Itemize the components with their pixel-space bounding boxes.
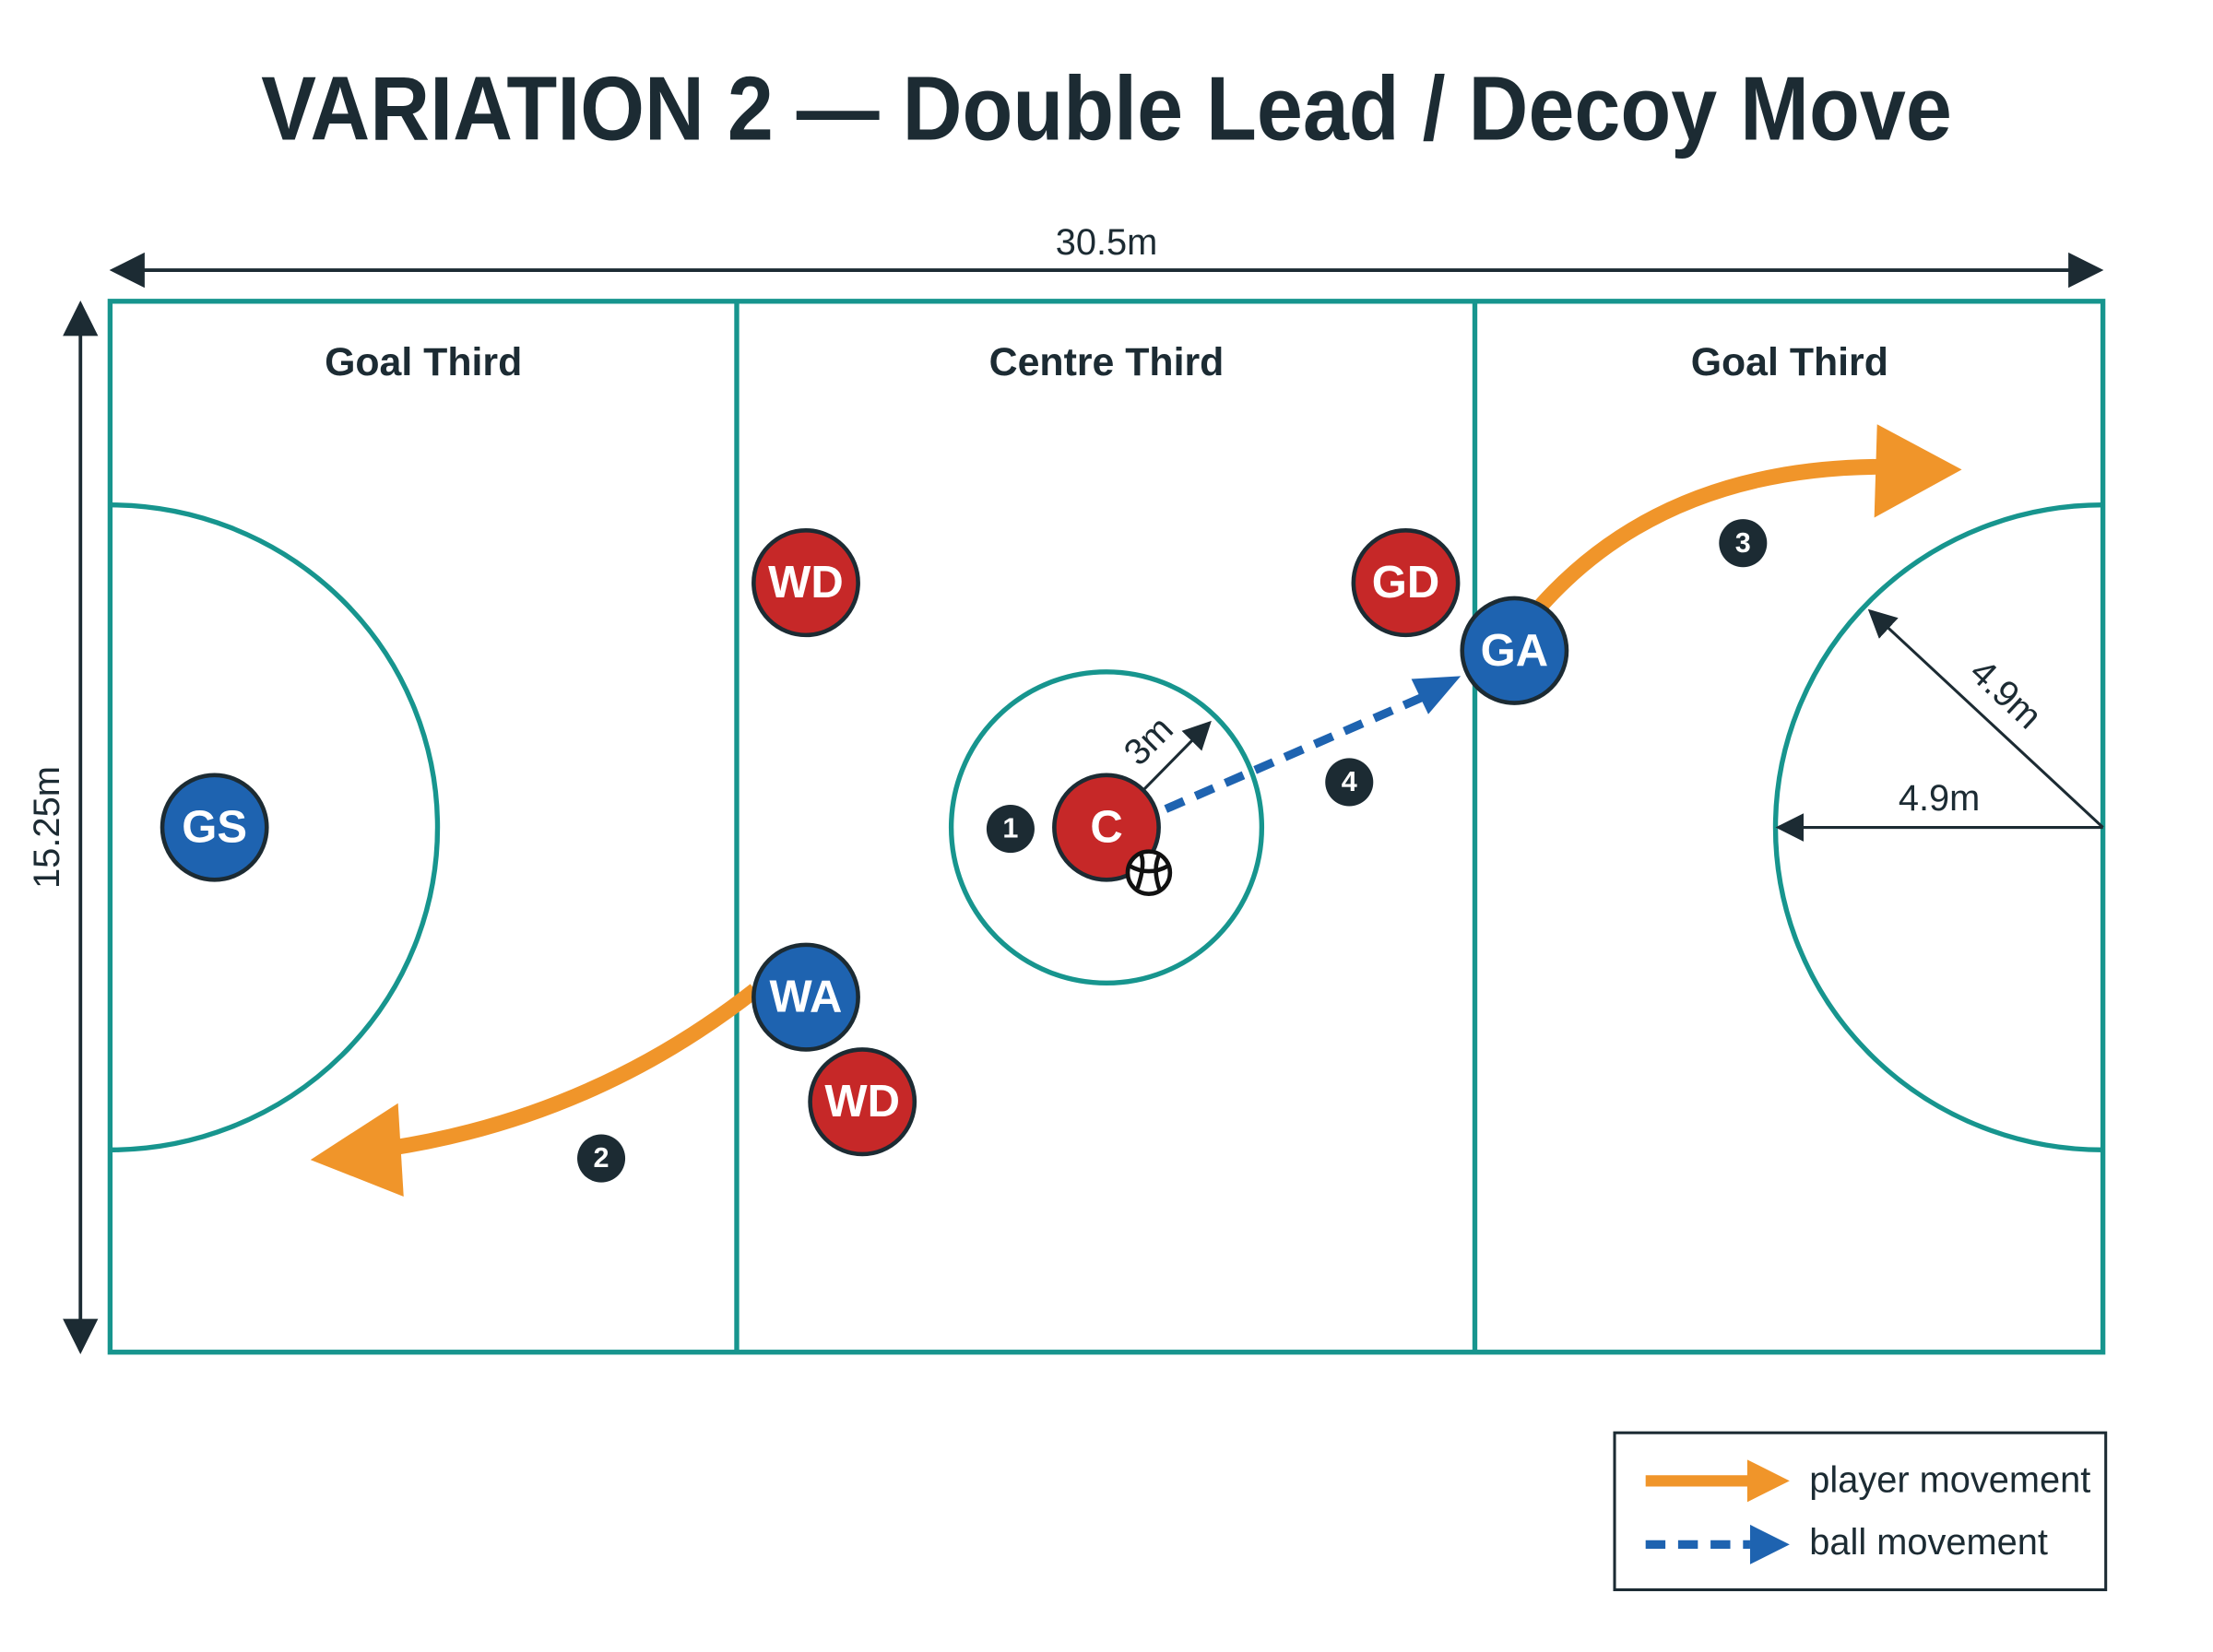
player-token (1460, 596, 1569, 705)
step-number: 1 (1002, 813, 1018, 844)
step-badge (1719, 519, 1768, 568)
player-token (751, 942, 860, 1052)
legend-swatch (1749, 1524, 1790, 1564)
arrow-head (310, 1103, 404, 1197)
legend-label: ball movement (1809, 1522, 2048, 1563)
steps: 1 2 3 4 (577, 519, 1768, 1183)
player-movement (386, 984, 761, 1157)
player-label: WD (768, 558, 844, 608)
zone-label: Centre Third (989, 340, 1225, 384)
player-token (1052, 773, 1161, 882)
player-label: WA (770, 973, 843, 1022)
width-label: 15.25m (27, 766, 67, 889)
ball-movement (1164, 691, 1427, 813)
player-token (1351, 528, 1461, 638)
step-number: 2 (594, 1142, 609, 1174)
player-label: GS (182, 803, 247, 853)
goal-radius-label: 4.9m (1962, 652, 2050, 738)
player-movement (1535, 458, 1885, 611)
arrow-head (1411, 676, 1462, 714)
goal-radius-label: 4.9m (1899, 778, 1980, 819)
step-badge (986, 804, 1035, 854)
legend (1613, 1431, 2108, 1592)
step-number: 3 (1735, 527, 1751, 559)
zone-label: Goal Third (325, 340, 522, 384)
goal-radius (1867, 608, 2104, 829)
arrow-head (1874, 424, 1962, 518)
player-token (751, 528, 860, 638)
players: WD GD GA GS C WA WD (160, 528, 1569, 1157)
title: VARIATION 2 — Double Lead / Decoy Move (261, 58, 1952, 159)
player-label: GD (1372, 558, 1439, 608)
centre-circle (948, 669, 1265, 985)
player-label: C (1090, 803, 1122, 853)
zone-label: Goal Third (1691, 340, 1888, 384)
player-token (808, 1047, 917, 1157)
player-token (160, 773, 269, 882)
step-badge (577, 1134, 626, 1183)
goal-circle (110, 502, 441, 1153)
step-number: 4 (1342, 766, 1357, 797)
player-label: GA (1481, 626, 1548, 676)
length-label: 30.5m (1056, 222, 1158, 263)
legend-swatch (1746, 1459, 1790, 1503)
step-badge (1325, 758, 1374, 807)
player-label: WD (824, 1077, 900, 1127)
legend-label: player movement (1809, 1459, 2090, 1500)
ball (1125, 849, 1173, 896)
